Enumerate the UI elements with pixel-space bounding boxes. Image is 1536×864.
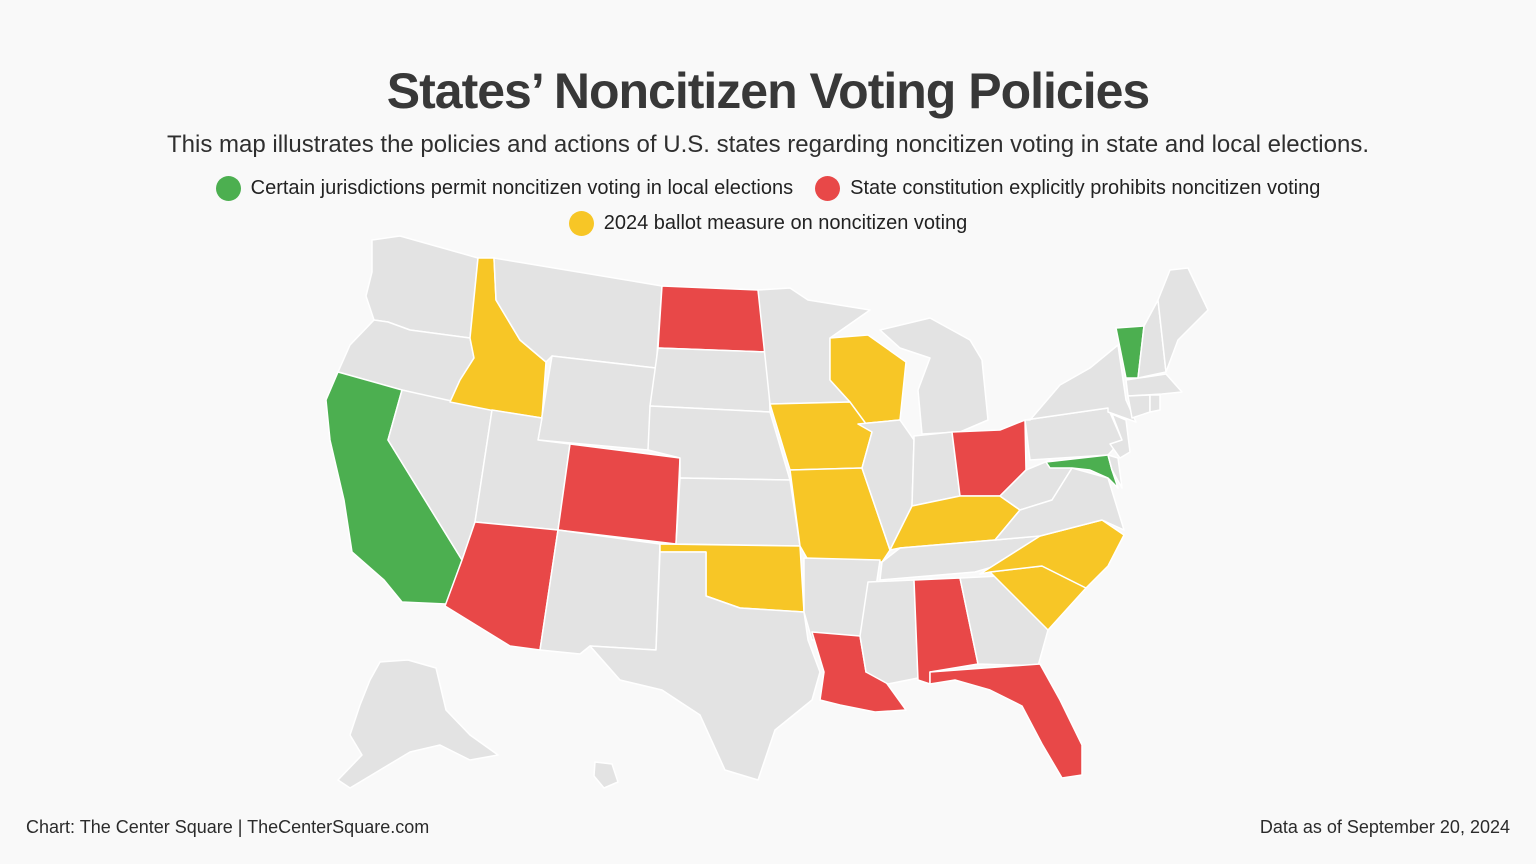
state-connecticut[interactable] (1127, 394, 1151, 419)
state-massachusetts[interactable] (1125, 373, 1183, 397)
legend-item-permit: Certain jurisdictions permit noncitizen … (215, 176, 794, 201)
state-new-jersey[interactable] (1109, 413, 1131, 459)
legend-label-ballot: 2024 ballot measure on noncitizen voting (603, 212, 968, 234)
state-alaska[interactable] (337, 659, 499, 789)
page-title: States’ Noncitizen Voting Policies (386, 63, 1150, 119)
legend-swatch-green (215, 176, 241, 201)
state-hawaii[interactable] (593, 761, 619, 789)
state-wyoming[interactable] (537, 355, 657, 451)
state-florida[interactable] (929, 663, 1083, 779)
legend-label-permit: Certain jurisdictions permit noncitizen … (250, 177, 794, 199)
legend-swatch-red (815, 176, 841, 201)
state-kansas[interactable] (675, 477, 801, 547)
footer-credit: Chart: The Center Square | TheCenterSqua… (26, 817, 430, 837)
legend: Certain jurisdictions permit noncitizen … (0, 176, 1536, 236)
state-texas[interactable] (589, 551, 821, 781)
state-colorado[interactable] (557, 443, 681, 545)
state-maine[interactable] (1157, 267, 1209, 373)
state-north-dakota[interactable] (657, 285, 769, 353)
state-mississippi[interactable] (859, 579, 919, 685)
legend-swatch-yellow (568, 211, 594, 236)
state-south-dakota[interactable] (649, 347, 771, 413)
legend-item-ballot: 2024 ballot measure on noncitizen voting (568, 211, 968, 236)
state-iowa[interactable] (769, 401, 873, 471)
legend-label-prohibit: State constitution explicitly prohibits … (850, 177, 1321, 199)
state-delaware[interactable] (1107, 454, 1123, 489)
state-new-mexico[interactable] (539, 529, 661, 655)
legend-item-prohibit: State constitution explicitly prohibits … (815, 176, 1320, 201)
page-subtitle: This map illustrates the policies and ac… (167, 131, 1369, 158)
state-rhode-island[interactable] (1149, 394, 1161, 413)
footer-date: Data as of September 20, 2024 (1259, 817, 1510, 837)
state-new-york[interactable] (1024, 344, 1137, 423)
state-virginia[interactable] (994, 467, 1125, 541)
